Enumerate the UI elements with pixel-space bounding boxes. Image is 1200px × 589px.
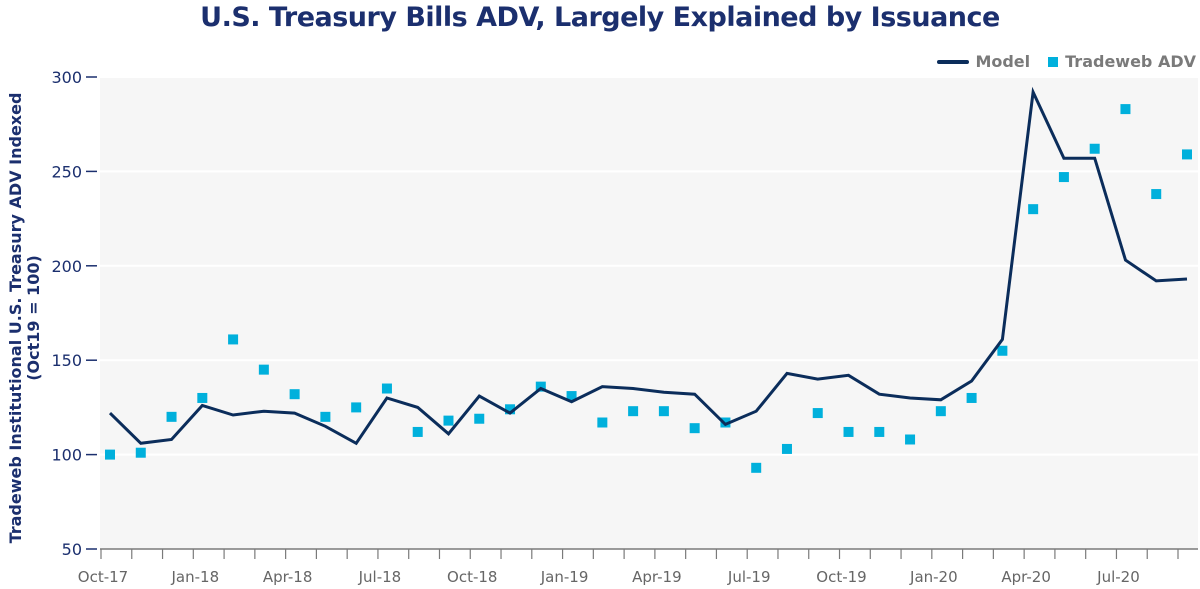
tradeweb-adv-point	[566, 391, 577, 402]
tradeweb-adv-point	[474, 413, 485, 424]
tradeweb-adv-point	[843, 426, 854, 437]
x-tick-label: Jan-20	[909, 568, 958, 586]
tradeweb-adv-point	[689, 423, 700, 434]
legend: Model Tradeweb ADV	[919, 52, 1196, 71]
tradeweb-adv-point	[905, 434, 916, 445]
x-tick-label: Apr-19	[632, 568, 682, 586]
tradeweb-adv-point	[597, 417, 608, 428]
tradeweb-adv-point	[658, 406, 669, 417]
y-axis: 50 100 150 200 250 300	[51, 68, 97, 559]
tradeweb-adv-point	[1089, 143, 1100, 154]
tradeweb-adv-point	[935, 406, 946, 417]
tradeweb-adv-point	[228, 334, 239, 345]
tradeweb-adv-point	[966, 392, 977, 403]
tradeweb-adv-point	[105, 449, 115, 460]
x-tick-label: Oct-19	[816, 568, 866, 586]
plot-background	[100, 77, 1198, 549]
tradeweb-adv-point	[1120, 104, 1131, 115]
tradeweb-adv-point	[812, 408, 823, 419]
y-tick-label: 200	[51, 257, 82, 276]
legend-square-swatch	[1048, 56, 1059, 67]
tradeweb-adv-point	[505, 404, 516, 415]
tradeweb-adv-point	[258, 364, 269, 375]
x-tick-label: Jul-18	[358, 568, 402, 586]
x-axis: Oct-17 Jan-18 Apr-18 Jul-18 Oct-18 Jan-19 Apr-…	[78, 548, 1198, 586]
legend-item-model: Model	[937, 52, 1030, 71]
tradeweb-adv-point	[535, 381, 546, 392]
tradeweb-adv-point	[443, 415, 454, 426]
legend-item-tradeweb: Tradeweb ADV	[1048, 52, 1196, 71]
x-tick-label: Oct-17	[78, 568, 128, 586]
tradeweb-adv-point	[997, 345, 1008, 356]
tradeweb-adv-point	[628, 406, 639, 417]
x-tick-label: Apr-20	[1001, 568, 1051, 586]
y-tick-label: 100	[51, 446, 82, 465]
tradeweb-adv-point	[351, 402, 362, 413]
chart-title: U.S. Treasury Bills ADV, Largely Explain…	[200, 2, 1000, 33]
tradeweb-adv-point	[381, 383, 392, 394]
x-tick-label: Oct-18	[447, 568, 497, 586]
x-tick-label: Jan-18	[171, 568, 220, 586]
tradeweb-adv-point	[166, 411, 177, 422]
tradeweb-adv-point	[1151, 189, 1162, 200]
tradeweb-adv-point	[751, 462, 762, 473]
gridlines	[100, 76, 1198, 456]
tradeweb-adv-point	[1182, 149, 1192, 160]
tradeweb-adv-point	[412, 426, 423, 437]
y-tick-label: 300	[51, 68, 82, 87]
legend-line-swatch	[937, 59, 970, 64]
x-tick-label: Jul-20	[1096, 568, 1140, 586]
series-model	[108, 86, 1188, 446]
y-tick-label: 250	[51, 162, 82, 181]
tradeweb-adv-point	[1028, 204, 1039, 215]
legend-label-model: Model	[975, 52, 1031, 71]
series-tradeweb-adv	[105, 104, 1192, 473]
y-tick-label: 150	[51, 351, 82, 370]
tradeweb-adv-point	[781, 443, 792, 454]
tradeweb-adv-point	[874, 426, 885, 437]
x-tick-label: Apr-18	[263, 568, 313, 586]
tradeweb-adv-point	[197, 392, 208, 403]
model-line	[108, 86, 1188, 446]
x-tick-label: Jan-19	[540, 568, 589, 586]
x-tick-label: Jul-19	[727, 568, 771, 586]
legend-label-tradeweb: Tradeweb ADV	[1065, 52, 1196, 71]
tradeweb-adv-point	[320, 411, 331, 422]
tradeweb-adv-point	[135, 447, 146, 458]
y-tick-label: 50	[62, 540, 82, 559]
tradeweb-adv-point	[1058, 172, 1069, 183]
tradeweb-adv-point	[289, 389, 300, 400]
